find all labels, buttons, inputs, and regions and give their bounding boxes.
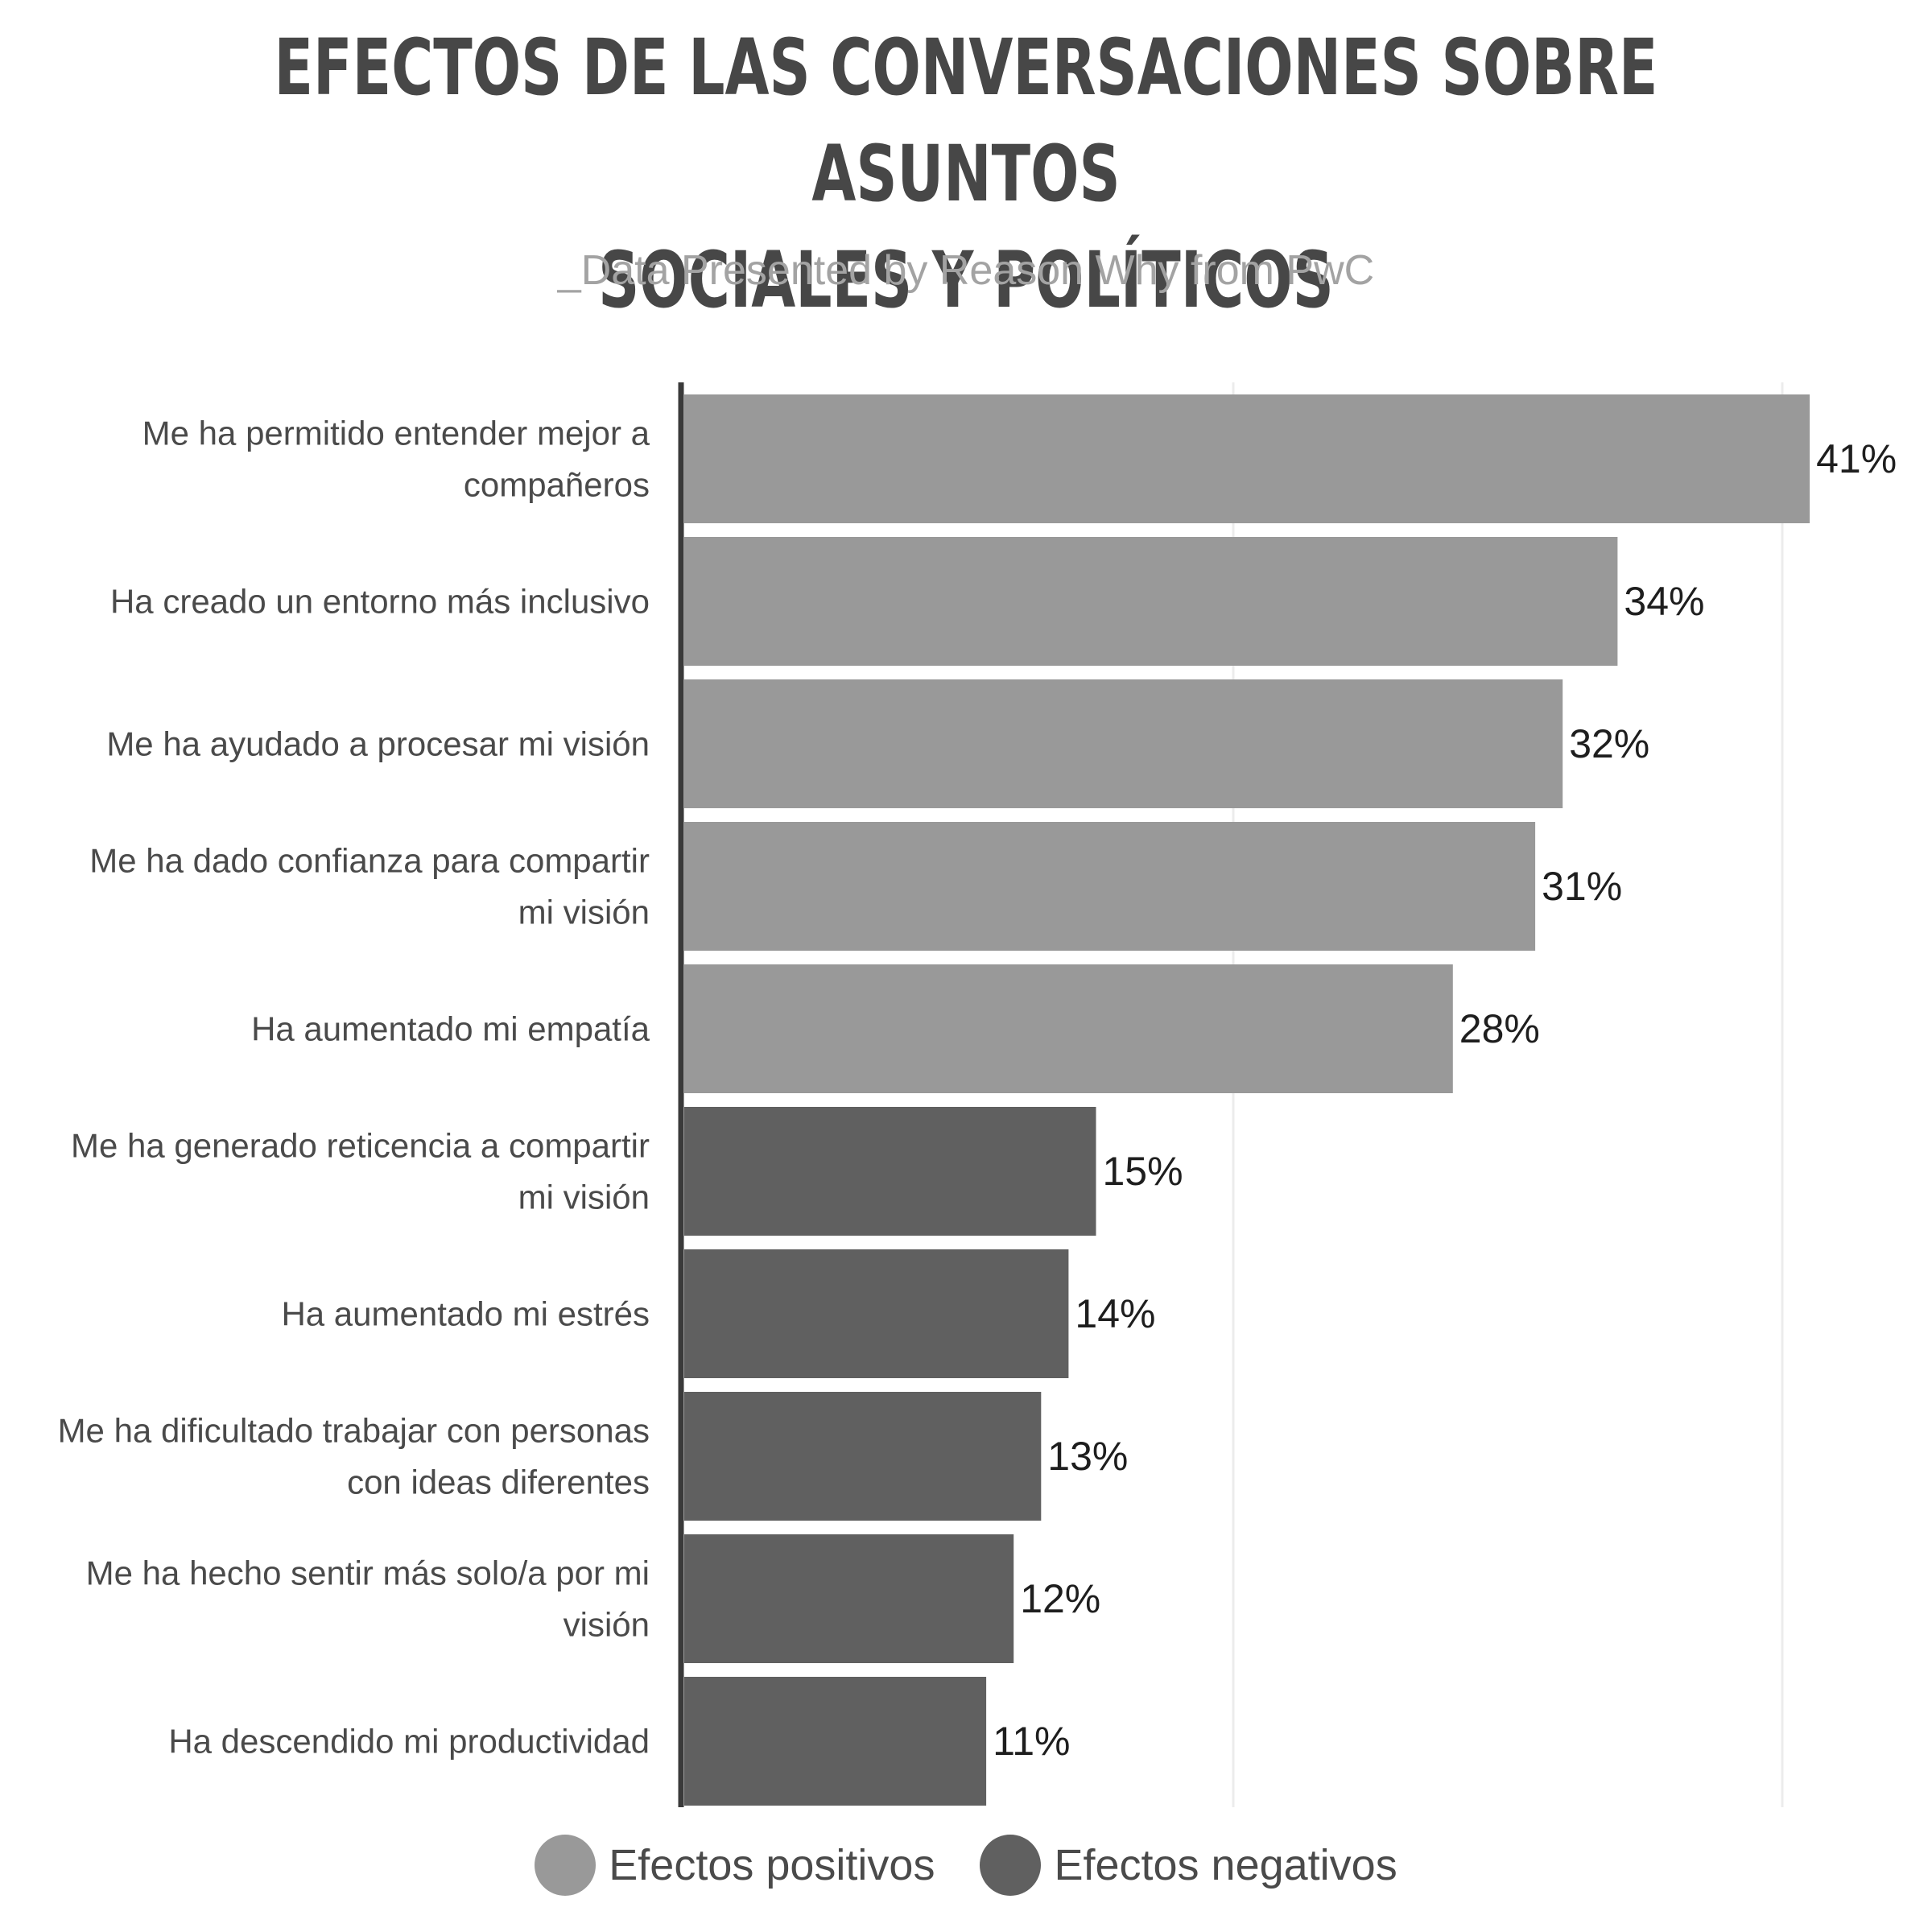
- category-label-line: Me ha permitido entender mejor a: [142, 415, 650, 452]
- category-label-4: Me ha dado confianza para compartir mi vi…: [89, 842, 650, 931]
- bar-7: [684, 1249, 1069, 1378]
- bar-6: [684, 1107, 1096, 1236]
- bar-4: [684, 822, 1536, 951]
- legend-item-positive: Efectos positivos: [535, 1835, 935, 1896]
- chart-subtitle: _Data Presented by Reason Why from PwC: [557, 247, 1375, 294]
- category-label-line: Me ha dado confianza para compartir: [89, 842, 650, 880]
- chart-title: EFECTOS DE LAS CONVERSACIONES SOBRE ASUN…: [251, 14, 1681, 333]
- chart-title-line-2: SOCIALES Y POLÍTICOS: [598, 235, 1334, 325]
- category-label-line: Ha creado un entorno más inclusivo: [110, 583, 650, 621]
- category-label-line: mi visión: [518, 1179, 650, 1216]
- category-label-8: Me ha dificultado trabajar con personas c…: [58, 1412, 650, 1501]
- category-label-line: con ideas diferentes: [347, 1463, 650, 1501]
- bar-10: [684, 1677, 987, 1806]
- value-label-5: 28%: [1459, 1006, 1540, 1051]
- category-label-5: Ha aumentado mi empatía: [251, 1010, 650, 1048]
- category-label-line: Ha descendido mi productividad: [168, 1723, 650, 1761]
- value-label-10: 11%: [993, 1719, 1070, 1764]
- bar-2: [684, 537, 1618, 666]
- bars: [684, 394, 1810, 1806]
- category-label-line: Me ha dificultado trabajar con personas: [58, 1412, 650, 1450]
- value-label-7: 14%: [1075, 1291, 1155, 1336]
- bar-8: [684, 1392, 1042, 1521]
- legend-label-positive: Efectos positivos: [609, 1841, 935, 1889]
- category-label-line: Ha aumentado mi empatía: [251, 1010, 650, 1048]
- legend-swatch-positive: [535, 1835, 597, 1896]
- category-label-7: Ha aumentado mi estrés: [281, 1295, 650, 1333]
- category-label-1: Me ha permitido entender mejor a compañer…: [142, 415, 650, 504]
- value-label-8: 13%: [1047, 1434, 1128, 1479]
- bar-3: [684, 679, 1563, 808]
- legend-item-negative: Efectos negativos: [980, 1835, 1397, 1896]
- category-label-line: Me ha generado reticencia a compartir: [71, 1127, 650, 1165]
- value-label-9: 12%: [1020, 1576, 1100, 1621]
- value-label-1: 41%: [1816, 436, 1897, 481]
- category-label-line: compañeros: [464, 466, 650, 504]
- category-label-3: Me ha ayudado a procesar mi visión: [106, 725, 650, 763]
- legend-label-negative: Efectos negativos: [1054, 1841, 1397, 1889]
- category-label-2: Ha creado un entorno más inclusivo: [110, 583, 650, 621]
- bar-1: [684, 394, 1810, 523]
- category-label-line: visión: [564, 1606, 650, 1644]
- legend-swatch-negative: [980, 1835, 1042, 1896]
- category-label-line: Me ha hecho sentir más solo/a por mi: [86, 1554, 650, 1592]
- value-label-2: 34%: [1624, 579, 1704, 624]
- bar-9: [684, 1534, 1014, 1663]
- value-label-3: 32%: [1569, 721, 1649, 766]
- category-label-10: Ha descendido mi productividad: [168, 1723, 650, 1761]
- bar-5: [684, 964, 1453, 1093]
- category-label-line: Ha aumentado mi estrés: [281, 1295, 650, 1333]
- category-label-line: Me ha ayudado a procesar mi visión: [106, 725, 650, 763]
- legend: Efectos positivos Efectos negativos: [0, 1829, 1932, 1901]
- value-labels: 41% 34% 32% 31% 28% 15% 14% 13% 12% 11%: [993, 436, 1897, 1764]
- category-label-6: Me ha generado reticencia a compartir mi …: [71, 1127, 650, 1216]
- value-label-4: 31%: [1542, 864, 1622, 909]
- chart-title-line-1: EFECTOS DE LAS CONVERSACIONES SOBRE ASUN…: [274, 23, 1658, 219]
- value-label-6: 15%: [1103, 1149, 1183, 1194]
- category-labels: Me ha permitido entender mejor a compañer…: [58, 415, 650, 1761]
- category-label-9: Me ha hecho sentir más solo/a por mi visi…: [86, 1554, 650, 1644]
- category-label-line: mi visión: [518, 894, 650, 931]
